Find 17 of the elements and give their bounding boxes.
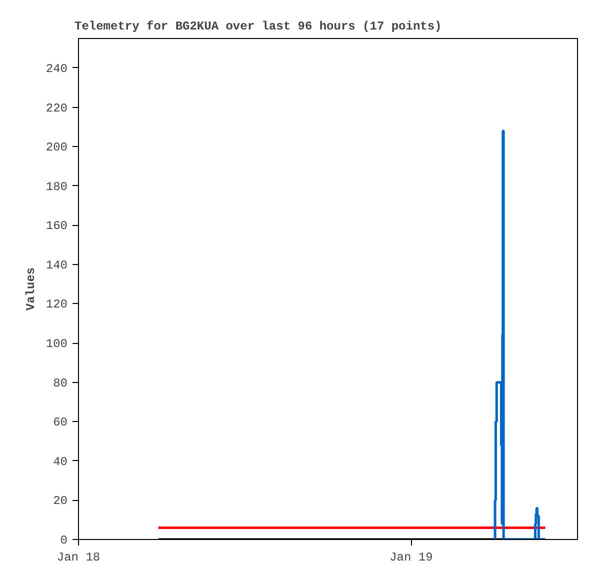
- y-tick-label: 60: [53, 416, 68, 430]
- x-tick-label: Jan 18: [56, 550, 100, 564]
- y-tick-label: 220: [46, 101, 68, 116]
- y-tick-label: 180: [46, 180, 68, 194]
- y-tick-label: 200: [46, 140, 68, 155]
- y-tick-label: 40: [53, 454, 68, 469]
- y-tick-label: 120: [46, 298, 68, 312]
- y-tick-label: 240: [46, 62, 68, 76]
- y-tick-label: 140: [46, 258, 68, 272]
- y-tick-label: 80: [53, 376, 68, 390]
- y-tick-label: 0: [60, 534, 68, 548]
- x-tick-label: Jan 19: [390, 550, 433, 564]
- y-tick-label: 100: [46, 337, 68, 352]
- y-axis-title: Values: [24, 267, 38, 311]
- y-tick-label: 160: [46, 219, 68, 234]
- y-tick-label: 20: [53, 494, 68, 508]
- chart-title: Telemetry for BG2KUA over last 96 hours (17 points): [74, 20, 442, 34]
